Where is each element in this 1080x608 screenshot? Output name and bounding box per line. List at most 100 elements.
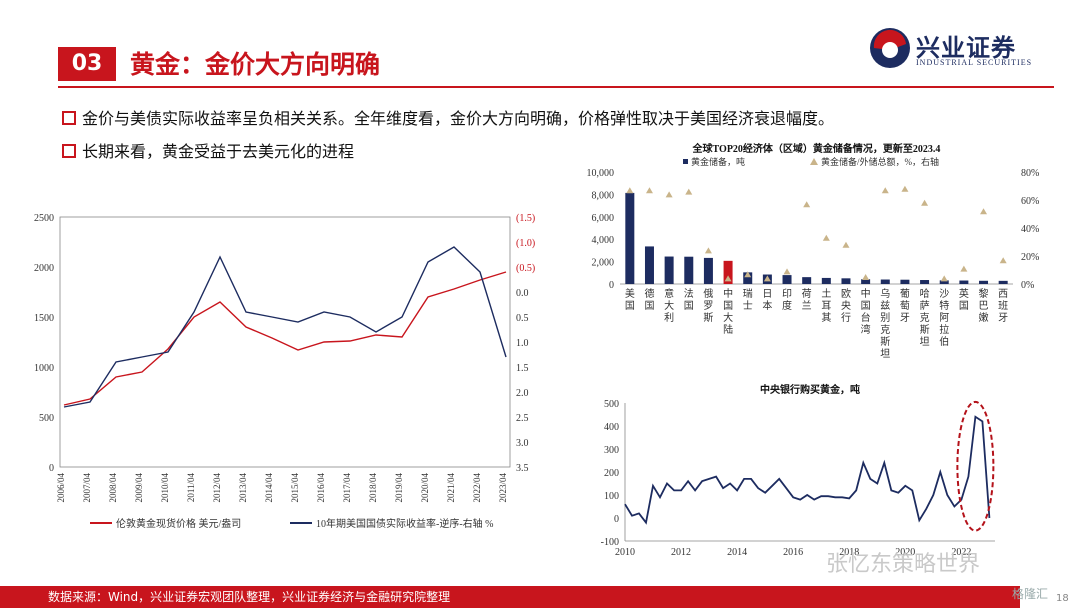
bullet-item: 长期来看，黄金受益于去美元化的进程 <box>62 138 354 162</box>
bullet-box-icon <box>62 111 76 125</box>
bar <box>664 256 674 284</box>
bar <box>979 280 989 284</box>
category-label-char: 荷 <box>802 288 812 300</box>
category-label-char: 罗 <box>703 300 713 312</box>
y-tick-label: 500 <box>604 399 619 410</box>
bullet-box-icon <box>62 144 76 158</box>
category-label-char: 兰 <box>802 299 812 312</box>
y-tick-label-right: 2.0 <box>516 388 529 399</box>
category-label-char: 牙 <box>998 312 1008 324</box>
x-tick-label: 2010/04 <box>160 473 170 503</box>
ratio-marker <box>626 187 634 194</box>
ratio-marker <box>822 234 830 241</box>
category-label-char: 央 <box>841 299 851 312</box>
category-label-char: 台 <box>861 311 871 324</box>
bar <box>900 279 910 284</box>
category-label-char: 葡 <box>900 287 910 300</box>
y-tick-label-right: 3.0 <box>516 438 529 449</box>
category-label-char: 国 <box>644 300 654 312</box>
category-label-char: 中 <box>861 287 871 300</box>
category-label-char: 法 <box>684 287 694 300</box>
section-number: 03 <box>58 47 116 81</box>
page-title: 黄金：金价大方向明确 <box>130 50 381 79</box>
y-tick-label-left: 1500 <box>34 313 54 324</box>
x-tick-label: 2018/04 <box>368 473 378 503</box>
bullet-text: 金价与美债实际收益率呈负相关关系。全年维度看，金价大方向明确，价格弹性取决于美国… <box>82 109 835 128</box>
category-label-char: 伯 <box>939 335 949 348</box>
x-tick-label: 2023/04 <box>498 473 508 503</box>
category-label-char: 西 <box>998 289 1008 300</box>
x-tick-label: 2012/04 <box>212 473 222 503</box>
x-tick-label: 2014/04 <box>264 473 274 503</box>
y-tick-label-left: 2500 <box>34 213 54 224</box>
y-tick-label-right: 60% <box>1021 196 1039 207</box>
category-label-char: 陆 <box>723 323 733 336</box>
category-label-char: 耳 <box>821 300 831 312</box>
category-label-char: 度 <box>782 299 792 312</box>
ratio-marker <box>862 274 870 280</box>
y-tick-label: 0 <box>614 514 619 525</box>
category-label-char: 印 <box>782 288 792 300</box>
bar <box>782 275 792 284</box>
bar <box>703 257 713 284</box>
category-label-char: 阿 <box>939 312 949 324</box>
plot-frame <box>59 216 511 468</box>
ratio-marker <box>685 188 693 195</box>
chart-title: 全球TOP20经济体（区域）黄金储备情况，更新至2023.4 <box>692 142 941 155</box>
category-label-char: 意 <box>664 287 674 300</box>
category-label-char: 国 <box>723 300 733 312</box>
y-tick-label-left: 1000 <box>34 363 54 374</box>
category-label-char: 巴 <box>979 300 989 312</box>
x-tick-label: 2019/04 <box>394 473 404 503</box>
x-tick-label: 2020/04 <box>420 473 430 503</box>
bar <box>821 277 831 284</box>
category-label-char: 拉 <box>939 323 949 336</box>
y-tick-label-left: 6,000 <box>592 213 615 224</box>
category-label-char: 行 <box>841 311 851 324</box>
x-tick-label: 2015/04 <box>290 473 300 503</box>
ratio-marker <box>842 241 850 248</box>
y-tick-label-right: 0.5 <box>516 313 529 324</box>
category-label-char: 斯 <box>880 335 890 348</box>
y-tick-label-left: 2000 <box>34 263 54 274</box>
x-tick-label: 2008/04 <box>108 473 118 503</box>
y-tick-label-right: 40% <box>1021 224 1039 235</box>
category-label-char: 俄 <box>703 288 713 300</box>
category-label-char: 克 <box>880 324 890 336</box>
x-tick-label: 2016 <box>783 547 803 558</box>
category-label-char: 其 <box>821 312 831 324</box>
highlight-ellipse <box>956 400 995 532</box>
bullet-item: 金价与美债实际收益率呈负相关关系。全年维度看，金价大方向明确，价格弹性取决于美国… <box>62 105 834 129</box>
x-tick-label: 2012 <box>671 547 691 558</box>
x-tick-label: 2020 <box>895 547 915 558</box>
category-label-char: 国 <box>625 300 635 312</box>
category-label-char: 嫩 <box>979 311 989 324</box>
logo-subtitle: INDUSTRIAL SECURITIES <box>916 58 1033 67</box>
y-tick-label-right: 0% <box>1021 280 1034 291</box>
ratio-marker <box>999 257 1007 264</box>
category-label-char: 湾 <box>861 323 871 336</box>
data-source: 数据来源：Wind，兴业证券宏观团队整理，兴业证券经济与金融研究院整理 <box>0 586 1020 608</box>
category-label-char: 沙 <box>939 288 949 300</box>
x-tick-label: 2017/04 <box>342 473 352 503</box>
ratio-marker <box>724 275 732 282</box>
bar <box>920 280 930 284</box>
ratio-marker <box>803 201 811 208</box>
y-tick-label-right: 1.0 <box>516 338 529 349</box>
legend-swatch <box>810 158 818 165</box>
y-tick-label: 200 <box>604 468 619 479</box>
y-tick-label: -100 <box>601 537 619 548</box>
y-tick-label: 400 <box>604 422 619 433</box>
x-tick-label: 2022/04 <box>472 473 482 503</box>
category-label-char: 欧 <box>841 288 851 300</box>
bar <box>684 256 694 284</box>
category-label-char: 乌 <box>880 287 890 300</box>
category-label-char: 大 <box>664 299 674 312</box>
bar <box>998 280 1008 284</box>
category-label-char: 日 <box>762 289 772 300</box>
x-tick-label: 2016/04 <box>316 473 326 503</box>
ratio-marker <box>901 185 909 192</box>
category-label-char: 萄 <box>900 299 910 312</box>
bar <box>723 260 733 284</box>
category-label-char: 美 <box>625 287 635 300</box>
